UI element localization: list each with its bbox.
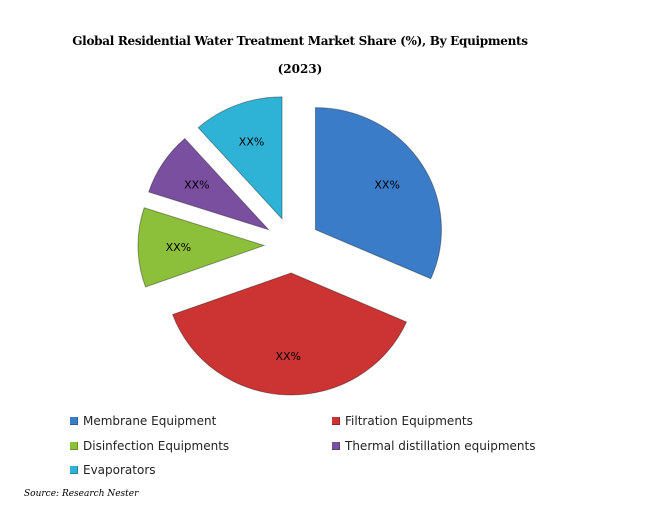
legend-item-disinfection: Disinfection Equipments	[70, 439, 229, 453]
legend-item-thermal: Thermal distillation equipments	[332, 439, 536, 453]
pie-slice-disinfection	[137, 207, 266, 288]
data-label-evaporators: XX%	[239, 135, 265, 148]
pie-slice-evaporators	[197, 96, 283, 221]
chart-title: Global Residential Water Treatment Marke…	[72, 34, 528, 48]
pie-slice-filtration	[171, 272, 408, 396]
legend-label-membrane: Membrane Equipment	[83, 414, 217, 428]
legend-swatch-filtration	[332, 417, 340, 425]
pie-chart: XX% XX% XX% XX% XX%	[137, 96, 442, 396]
data-label-thermal: XX%	[184, 178, 210, 191]
source-note: Source: Research Nester	[24, 489, 139, 499]
legend-label-filtration: Filtration Equipments	[345, 414, 473, 428]
data-label-filtration: XX%	[275, 350, 301, 363]
pie-slice-membrane	[314, 107, 442, 280]
chart-subtitle: (2023)	[277, 62, 323, 76]
pie-slice-thermal	[148, 137, 271, 231]
legend-swatch-disinfection	[70, 442, 78, 450]
legend-swatch-thermal	[332, 442, 340, 450]
legend-item-evaporators: Evaporators	[70, 463, 156, 477]
legend-label-thermal: Thermal distillation equipments	[345, 439, 536, 453]
legend-item-membrane: Membrane Equipment	[70, 414, 216, 428]
data-label-membrane: XX%	[374, 178, 400, 191]
legend-item-filtration: Filtration Equipments	[332, 414, 473, 428]
legend-label-disinfection: Disinfection Equipments	[83, 439, 230, 453]
legend-swatch-evaporators	[70, 466, 78, 474]
legend-label-evaporators: Evaporators	[83, 463, 156, 477]
legend-swatch-membrane	[70, 417, 78, 425]
data-label-disinfection: XX%	[166, 241, 192, 254]
